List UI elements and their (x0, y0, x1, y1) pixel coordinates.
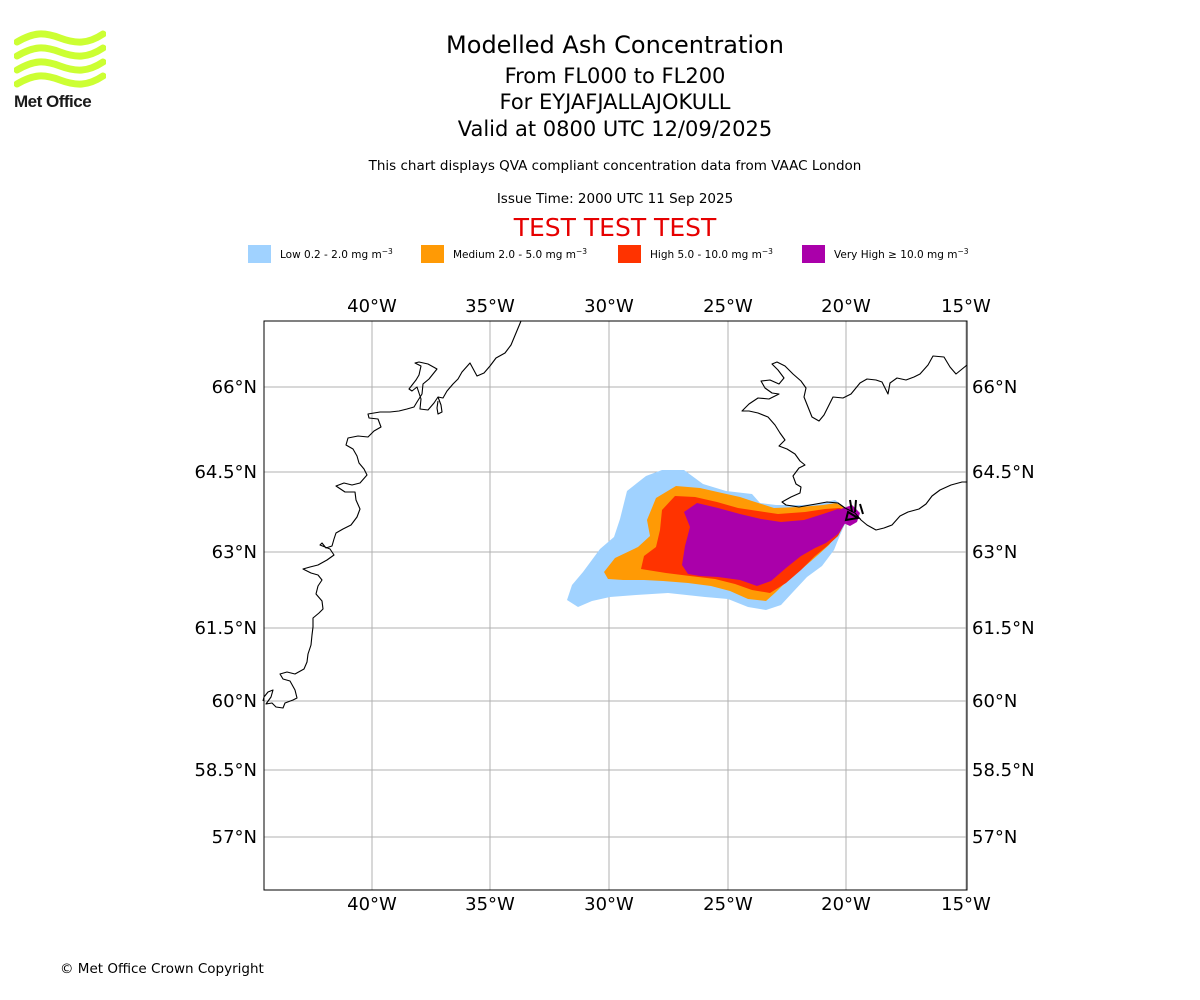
latitude-label-right: 58.5°N (972, 760, 1035, 781)
legend-swatch-medium (421, 245, 444, 263)
longitude-label-bottom: 40°W (347, 894, 397, 915)
longitude-label-top: 20°W (821, 296, 871, 317)
latitude-label-right: 60°N (972, 691, 1017, 712)
longitude-label-bottom: 20°W (821, 894, 871, 915)
latitude-label-right: 61.5°N (972, 618, 1035, 639)
latitude-label-right: 64.5°N (972, 462, 1035, 483)
legend-swatch-low (248, 245, 271, 263)
volcano-name: For EYJAFJALLAJOKULL (499, 90, 731, 114)
valid-time: Valid at 0800 UTC 12/09/2025 (457, 117, 773, 141)
volcano-vent-icon (849, 499, 864, 515)
logo-wave (14, 58, 106, 74)
longitude-label-top: 35°W (465, 296, 515, 317)
legend-label-low: Low 0.2 - 2.0 mg m−3 (280, 247, 393, 261)
legend-swatch-very-high (802, 245, 825, 263)
met-office-waves-icon (14, 30, 106, 88)
logo-text: Met Office (14, 92, 92, 111)
met-office-logo: Met Office (14, 30, 114, 112)
chart-title: Modelled Ash Concentration (446, 31, 784, 59)
latitude-label-right: 57°N (972, 827, 1017, 848)
longitude-label-top: 25°W (703, 296, 753, 317)
longitude-label-top: 15°W (941, 296, 991, 317)
coastline-greenland (262, 320, 522, 709)
latitude-label-left: 58.5°N (194, 760, 257, 781)
ash-plume-very-high (682, 503, 848, 586)
latitude-label-left: 64.5°N (194, 462, 257, 483)
map-gridlines (264, 321, 967, 890)
legend-item-medium: Medium 2.0 - 5.0 mg m−3 (421, 244, 587, 264)
coastlines (262, 320, 968, 709)
issue-time: Issue Time: 2000 UTC 11 Sep 2025 (496, 191, 734, 207)
legend-item-high: High 5.0 - 10.0 mg m−3 (618, 244, 773, 264)
longitude-label-bottom: 25°W (703, 894, 753, 915)
latitude-label-right: 63°N (972, 542, 1017, 563)
latitude-label-left: 61.5°N (194, 618, 257, 639)
volcano-marker (844, 499, 864, 522)
test-banner: TEST TEST TEST (513, 213, 717, 242)
longitude-label-bottom: 15°W (941, 894, 991, 915)
longitude-label-top: 30°W (584, 296, 634, 317)
latitude-label-left: 57°N (212, 827, 257, 848)
latitude-label-right: 66°N (972, 377, 1017, 398)
legend-swatch-high (618, 245, 641, 263)
longitude-label-bottom: 35°W (465, 894, 515, 915)
longitude-label-top: 40°W (347, 296, 397, 317)
copyright-notice: © Met Office Crown Copyright (60, 961, 264, 977)
ash-plume (567, 470, 860, 610)
latitude-label-left: 66°N (212, 377, 257, 398)
volcano-triangle-icon (844, 510, 861, 522)
legend-label-high: High 5.0 - 10.0 mg m−3 (650, 247, 773, 261)
logo-wave (14, 30, 106, 46)
latitude-label-left: 63°N (212, 542, 257, 563)
coastline-iceland (741, 355, 968, 531)
legend-label-very-high: Very High ≥ 10.0 mg m−3 (834, 247, 969, 261)
coastline-greenland-inlet (436, 396, 443, 415)
latitude-label-left: 60°N (212, 691, 257, 712)
legend-item-low: Low 0.2 - 2.0 mg m−3 (248, 244, 393, 264)
logo-wave (14, 44, 106, 60)
logo-wave (14, 72, 106, 88)
longitude-label-bottom: 30°W (584, 894, 634, 915)
legend-label-medium: Medium 2.0 - 5.0 mg m−3 (453, 247, 588, 261)
chart-description: This chart displays QVA compliant concen… (368, 158, 862, 174)
flight-level-range: From FL000 to FL200 (504, 64, 726, 88)
map-frame (263, 320, 968, 891)
legend-item-very-high: Very High ≥ 10.0 mg m−3 (802, 244, 969, 264)
map-tick-labels: 40°W 40°W 35°W 35°W 30°W 30°W 25°W 25°W 20°W 20°W… (194, 296, 1034, 915)
